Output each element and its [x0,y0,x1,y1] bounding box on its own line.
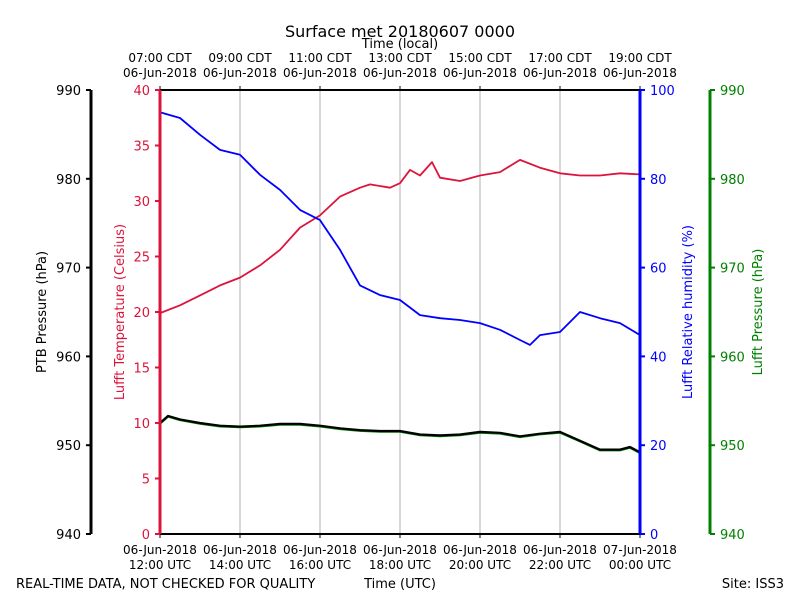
top-tick-label-time: 15:00 CDT [448,51,512,65]
temp-tick-label: 25 [133,251,150,266]
top-tick-label-time: 13:00 CDT [368,51,432,65]
top-tick-label-time: 19:00 CDT [608,51,672,65]
lp-axis-label: Lufft Pressure (hPa) [751,249,766,376]
lp-tick-label: 940 [720,528,745,543]
rh-tick-label: 40 [650,350,667,365]
top-tick-label-date: 06-Jun-2018 [123,66,197,80]
x-tick-label-date: 06-Jun-2018 [283,543,357,557]
site-label: Site: ISS3 [722,577,784,592]
x-tick-label-time: 18:00 UTC [369,558,431,572]
lp-tick-label: 990 [720,84,745,99]
ptb-tick-label: 950 [56,439,81,454]
top-tick-label-time: 11:00 CDT [288,51,352,65]
rh-axis-label: Lufft Relative humidity (%) [681,225,696,399]
x-axis-label: Time (UTC) [363,577,436,592]
lp-tick-label: 960 [720,350,745,365]
x-tick-label-date: 06-Jun-2018 [523,543,597,557]
x-tick-label-date: 06-Jun-2018 [203,543,277,557]
ptb-tick-label: 940 [56,528,81,543]
temp-tick-label: 20 [133,306,150,321]
temp-tick-label: 0 [142,528,150,543]
chart-title: Surface met 20180607 0000 [285,22,515,41]
top-tick-label-date: 06-Jun-2018 [443,66,517,80]
lp-tick-label: 950 [720,439,745,454]
x-tick-label-date: 06-Jun-2018 [443,543,517,557]
temp-axis-label: Lufft Temperature (Celsius) [113,224,128,400]
x-tick-label-date: 06-Jun-2018 [123,543,197,557]
x-tick-label-time: 22:00 UTC [529,558,591,572]
top-tick-label-date: 06-Jun-2018 [523,66,597,80]
ptb-axis-label: PTB Pressure (hPa) [35,251,50,373]
series-lines [159,111,641,454]
top-tick-label-time: 17:00 CDT [528,51,592,65]
temp-tick-label: 10 [133,417,150,432]
top-tick-label-time: 09:00 CDT [208,51,272,65]
temp-tick-label: 15 [133,362,150,377]
top-tick-label-date: 06-Jun-2018 [283,66,357,80]
temp-tick-label: 35 [133,140,150,155]
rh-tick-label: 60 [650,262,667,277]
quality-notice: REAL-TIME DATA, NOT CHECKED FOR QUALITY [16,577,315,592]
grid [239,90,561,534]
temp-tick-label: 5 [142,473,150,488]
rh-tick-label: 0 [650,528,658,543]
top-tick-label-date: 06-Jun-2018 [363,66,437,80]
ptb-tick-label: 990 [56,84,81,99]
x-tick-label-time: 16:00 UTC [289,558,351,572]
x-tick-label-date: 06-Jun-2018 [363,543,437,557]
rh-tick-label: 20 [650,439,667,454]
temp-tick-label: 40 [133,84,150,99]
ptb-tick-label: 970 [56,262,81,277]
top-tick-label-time: 07:00 CDT [128,51,192,65]
lp-tick-label: 980 [720,173,745,188]
x-tick-label-time: 14:00 UTC [209,558,271,572]
x-tick-label-time: 00:00 UTC [609,558,671,572]
series-ptb-pressure [159,414,641,454]
top-tick-label-date: 06-Jun-2018 [603,66,677,80]
top-axis-label: Time (local) [361,37,438,52]
temp-tick-label: 30 [133,195,150,210]
ptb-tick-label: 960 [56,350,81,365]
ptb-tick-label: 980 [56,173,81,188]
series-lufft-temperature [159,158,641,314]
rh-tick-label: 80 [650,173,667,188]
x-tick-label-date: 07-Jun-2018 [603,543,677,557]
x-tick-label-time: 20:00 UTC [449,558,511,572]
x-tick-label-time: 12:00 UTC [129,558,191,572]
top-tick-label-date: 06-Jun-2018 [203,66,277,80]
lp-tick-label: 970 [720,262,745,277]
rh-tick-label: 100 [650,84,675,99]
series-lufft-relative-humidity [159,111,641,346]
